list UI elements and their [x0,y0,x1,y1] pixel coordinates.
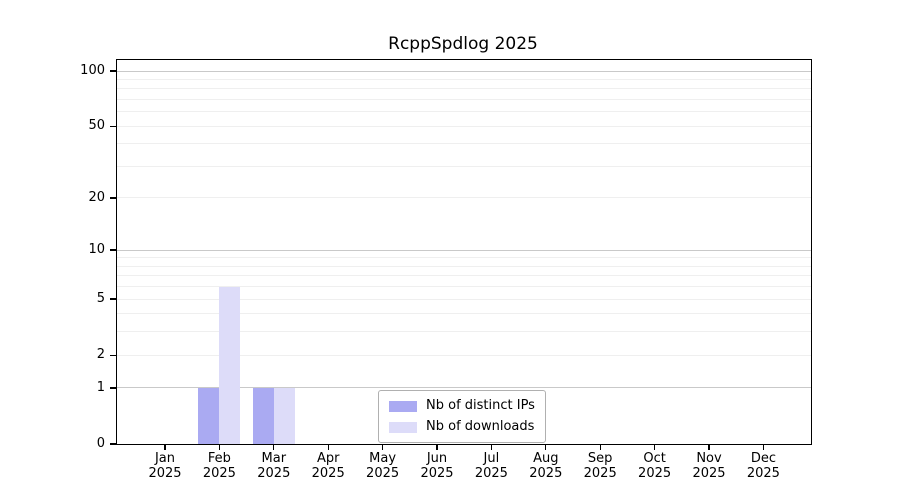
gridline-major [117,70,811,72]
bar-downloads [219,286,241,444]
x-tick-mark [381,444,384,450]
x-tick-month: Mar [261,451,287,466]
y-tick-mark [110,443,116,445]
x-tick-month: Feb [207,451,231,466]
gridline-minor [117,143,811,145]
x-tick-year: 2025 [474,466,508,481]
x-tick-year: 2025 [583,466,617,481]
x-tick-year: 2025 [638,466,672,481]
y-tick-label: 1 [96,379,105,395]
y-tick-label: 2 [96,347,105,363]
y-tick-label: 50 [88,118,105,134]
x-tick-label: Oct 2025 [625,451,685,481]
gridline-minor [117,125,811,127]
x-tick-year: 2025 [311,466,345,481]
x-tick-month: Jul [483,451,500,466]
bar-distinct-ips [252,387,274,444]
x-tick-year: 2025 [257,466,291,481]
y-tick-label: 100 [80,63,105,78]
y-tick-label: 10 [88,242,105,258]
gridline-minor [117,265,811,267]
x-tick-mark [545,444,547,450]
x-tick-year: 2025 [366,466,400,481]
x-tick-month: May [369,451,397,466]
gridline-minor [117,111,811,113]
gridline-minor [117,354,811,356]
x-tick-label: Sep 2025 [570,451,630,481]
y-tick-label: 0 [96,436,105,451]
y-tick-mark [110,354,116,356]
gridline-minor [117,298,811,300]
x-tick-mark [653,444,656,450]
x-tick-month: Sep [587,451,613,466]
y-tick-label: 5 [96,291,105,307]
y-tick-mark [110,70,116,72]
gridline-minor [117,197,811,199]
x-tick-mark [599,444,601,450]
legend: Nb of distinct IPs Nb of downloads [378,390,546,443]
gridline-minor [117,286,811,288]
x-tick-month: Jun [426,451,448,466]
y-tick-mark [110,387,116,389]
x-tick-label: Mar 2025 [244,451,304,481]
gridline-minor [117,331,811,333]
gridline-major [117,387,811,389]
gridline-major [117,249,811,251]
y-tick-mark [110,298,116,300]
gridline-minor [117,88,811,90]
x-tick-label: Jan 2025 [135,451,195,481]
gridline-minor [117,78,811,80]
x-tick-mark [218,444,221,450]
x-tick-year: 2025 [420,466,454,481]
gridline-minor [117,257,811,259]
x-tick-year: 2025 [148,466,182,481]
gridline-minor [117,98,811,100]
x-tick-mark [273,444,275,450]
gridline-minor [117,313,811,315]
x-tick-mark [490,444,493,450]
legend-label-distinct-ips: Nb of distinct IPs [426,398,535,413]
x-tick-mark [762,444,765,450]
x-tick-year: 2025 [692,466,726,481]
x-tick-label: May 2025 [353,451,413,481]
x-tick-year: 2025 [202,466,236,481]
x-tick-month: Apr [316,451,340,466]
legend-swatch-downloads-icon [389,421,417,433]
x-tick-month: Oct [643,451,666,466]
x-tick-mark [164,444,166,450]
x-tick-year: 2025 [529,466,563,481]
x-tick-month: Nov [696,451,722,466]
x-tick-label: Apr 2025 [298,451,358,481]
x-tick-mark [708,444,710,450]
x-tick-label: Feb 2025 [189,451,249,481]
x-tick-month: Dec [750,451,776,466]
plot-area: 0 1 2 5 10 20 50 100 Jan 2025 Feb 2025 Mar 2025 Apr 202… [80,59,812,481]
bar-distinct-ips [198,387,220,444]
legend-label-downloads: Nb of downloads [426,419,535,434]
x-tick-mark [436,444,438,450]
x-tick-label: Dec 2025 [733,451,793,481]
chart-title: RcppSpdlog 2025 [388,34,538,54]
x-tick-mark [327,444,329,450]
x-tick-label: Aug 2025 [516,451,576,481]
x-tick-year: 2025 [746,466,780,481]
legend-swatch-distinct-ips-icon [389,400,417,412]
gridline-minor [117,275,811,277]
x-tick-label: Jun 2025 [407,451,467,481]
x-tick-label: Jul 2025 [461,451,521,481]
y-tick-mark [110,249,116,251]
legend-item-downloads: Nb of downloads [389,419,535,435]
bar-downloads [273,387,295,444]
y-tick-mark [110,125,116,127]
x-tick-month: Aug [533,451,559,466]
legend-item-distinct-ips: Nb of distinct IPs [389,398,535,414]
x-tick-month: Jan [154,451,176,466]
y-tick-label: 20 [88,189,105,205]
y-tick-mark [110,197,116,199]
x-tick-label: Nov 2025 [679,451,739,481]
gridline-minor [117,165,811,167]
